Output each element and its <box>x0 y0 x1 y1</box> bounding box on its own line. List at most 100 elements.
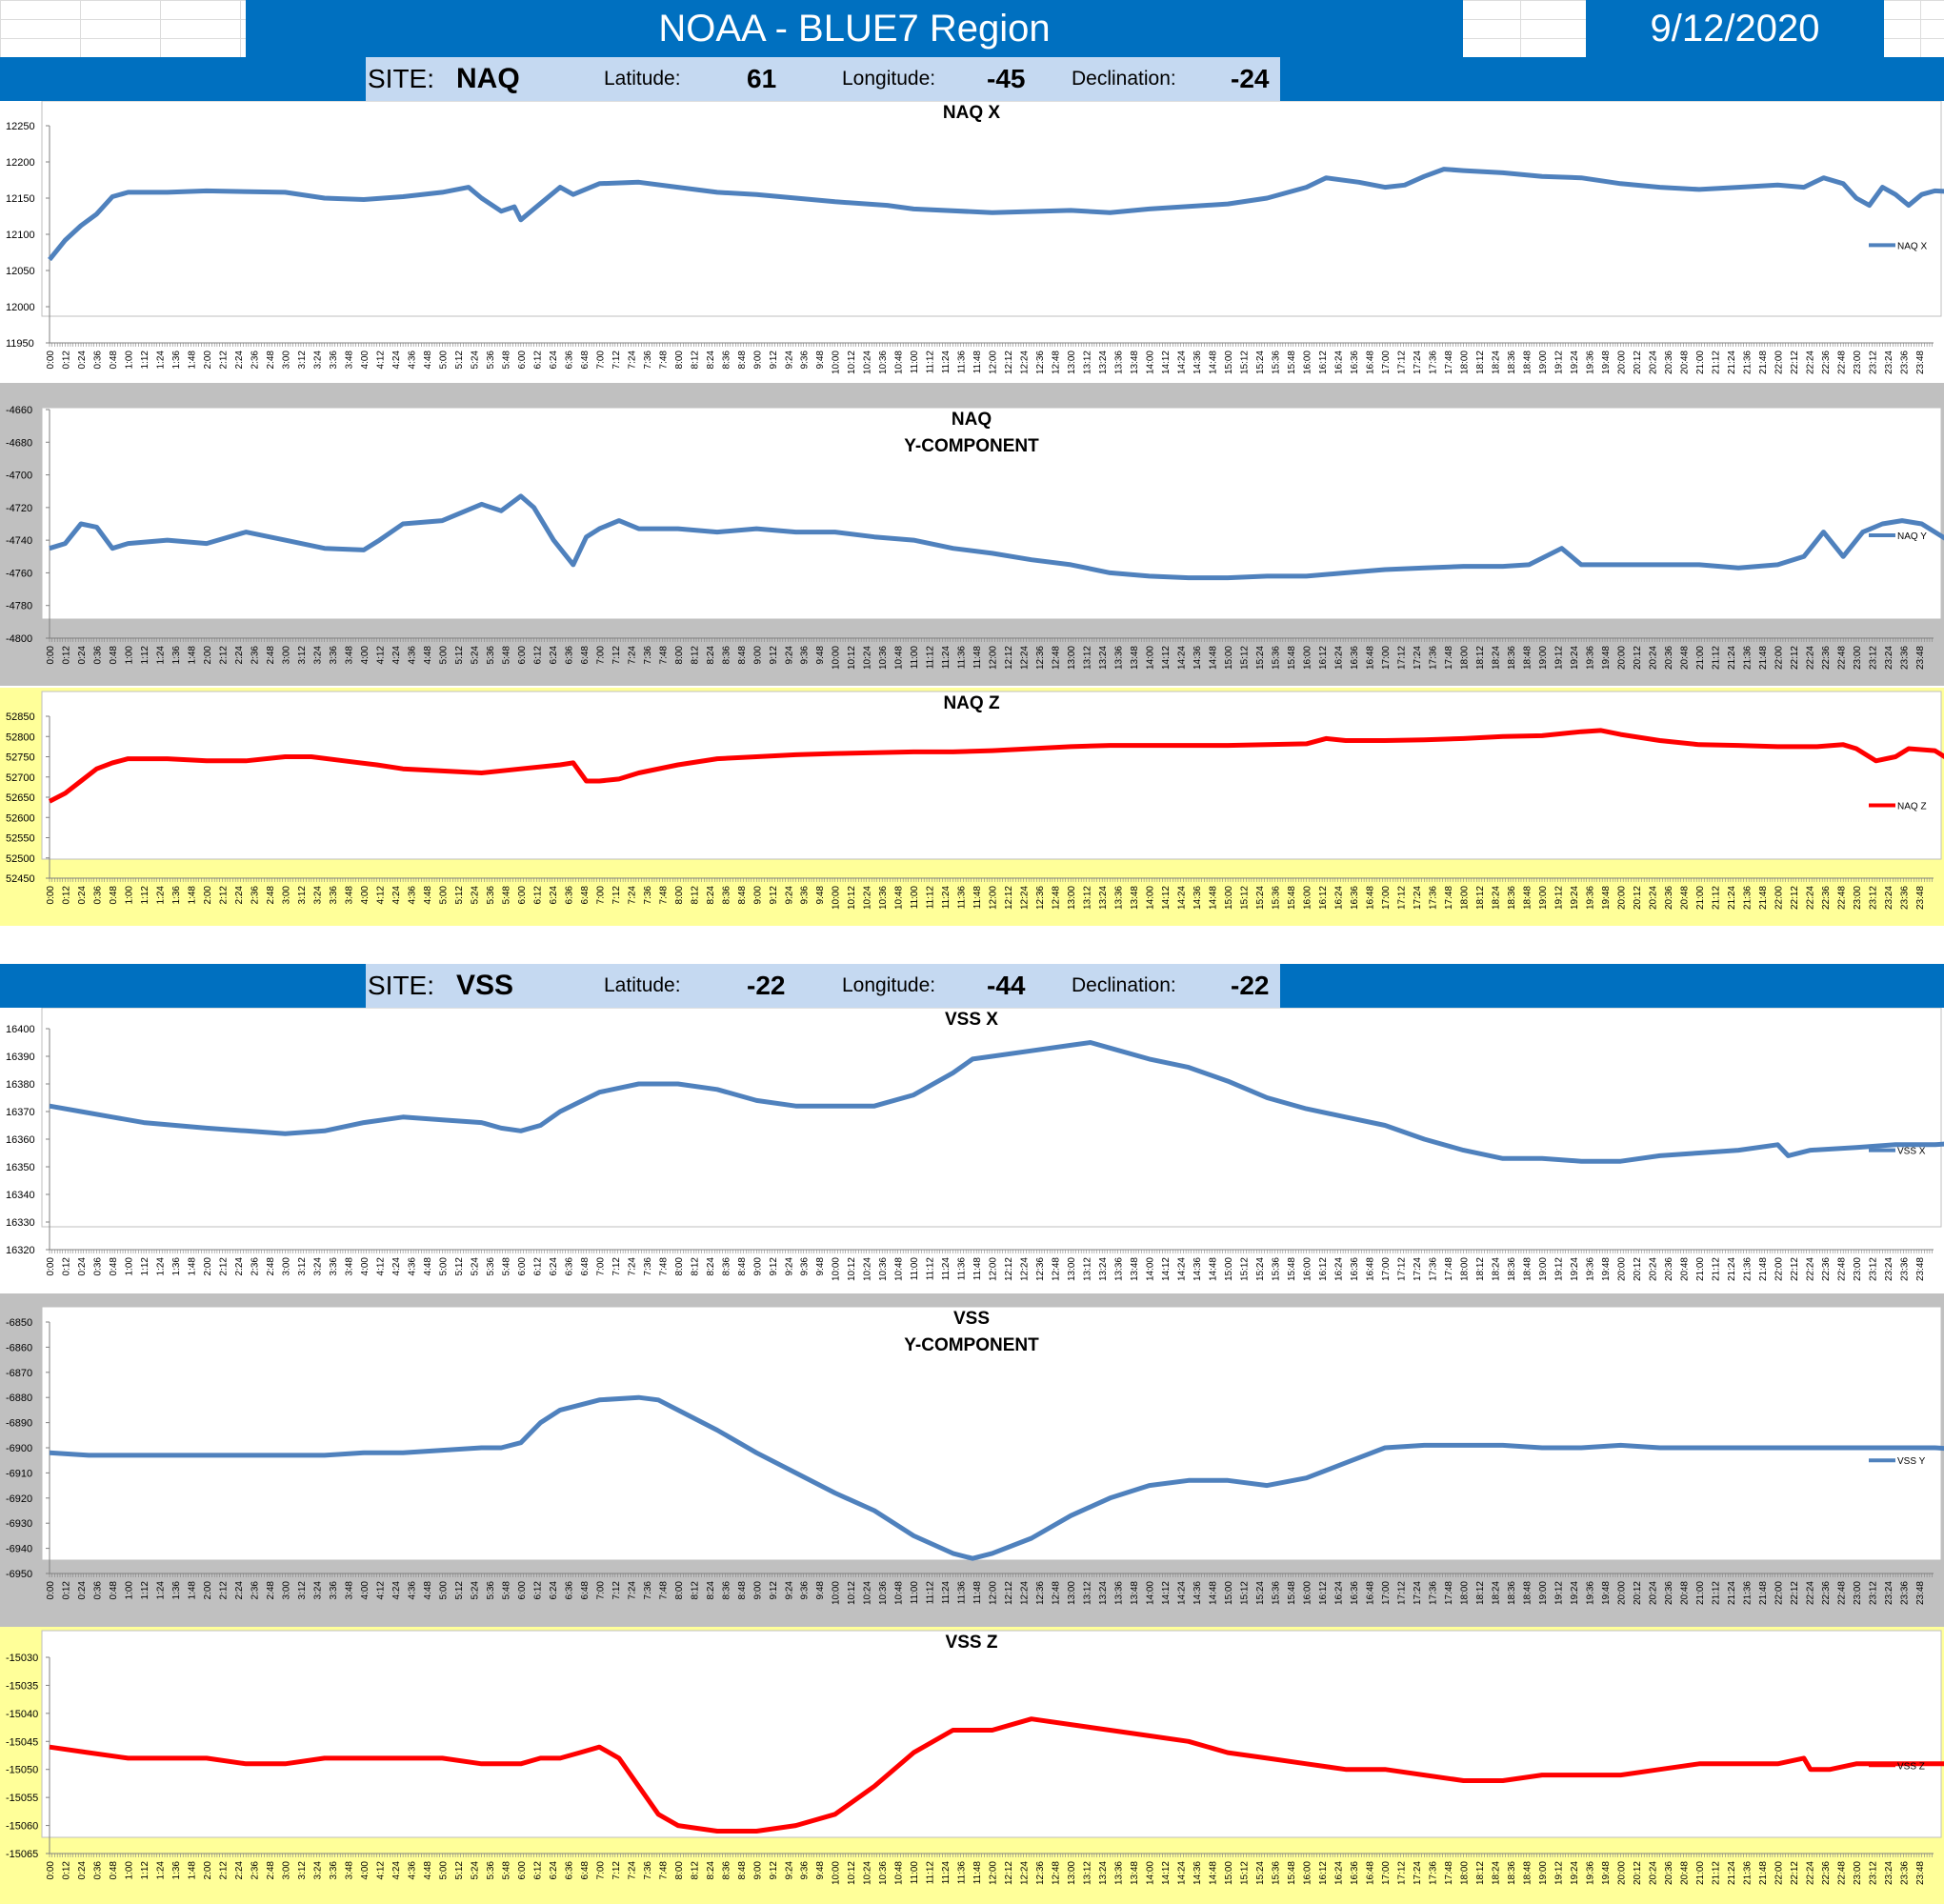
x-tick-label: 10:48 <box>894 646 905 670</box>
chart-vss-y: -6950 -6940 -6930 -6920 -6910 -6900 -6890 -6880… <box>0 1293 1944 1627</box>
x-tick-label: 18:48 <box>1523 886 1533 910</box>
x-tick-label: 22:00 <box>1774 351 1784 374</box>
x-tick-label: 21:36 <box>1742 646 1753 670</box>
x-tick-label: 6:36 <box>564 1581 574 1600</box>
x-tick-label: 8:48 <box>737 646 748 665</box>
x-tick-label: 12:36 <box>1035 1581 1046 1605</box>
x-tick-label: 15:24 <box>1255 1581 1266 1605</box>
x-tick-label: 3:12 <box>297 1257 308 1276</box>
x-tick-label: 13:12 <box>1083 886 1093 910</box>
x-tick-label: 19:48 <box>1601 1257 1612 1281</box>
x-tick-label: 4:36 <box>407 1581 417 1600</box>
x-tick-label: 11:36 <box>957 1257 968 1281</box>
x-tick-label: 14:24 <box>1177 351 1188 374</box>
x-tick-label: 3:00 <box>281 351 291 370</box>
x-tick-label: 17:36 <box>1429 886 1439 910</box>
x-tick-label: 6:48 <box>580 646 591 665</box>
y-tick-label: -6860 <box>6 1342 32 1353</box>
x-tick-label: 0:24 <box>77 351 88 370</box>
x-tick-label: 21:36 <box>1742 1257 1753 1281</box>
x-tick-label: 10:48 <box>894 1861 905 1885</box>
x-tick-label: 17:36 <box>1429 1861 1439 1885</box>
x-tick-label: 13:24 <box>1098 646 1109 670</box>
series-line <box>48 728 1944 804</box>
x-tick-label: 17:48 <box>1444 886 1454 910</box>
x-tick-label: 17:12 <box>1397 646 1408 670</box>
x-tick-label: 14:12 <box>1161 646 1172 670</box>
x-tick-label: 15:24 <box>1255 351 1266 374</box>
x-tick-label: 1:12 <box>140 1861 150 1880</box>
x-tick-label: 2:48 <box>266 646 276 665</box>
x-tick-label: 17:12 <box>1397 1257 1408 1281</box>
x-tick-label: 11:12 <box>926 646 936 670</box>
x-tick-label: 5:24 <box>470 1861 480 1880</box>
report-title: NOAA - BLUE7 Region <box>246 0 1463 57</box>
x-tick-label: 15:24 <box>1255 1861 1266 1885</box>
y-tick-label: -4740 <box>6 535 32 547</box>
x-tick-label: 7:12 <box>611 886 622 905</box>
x-tick-label: 13:00 <box>1067 1581 1077 1605</box>
x-tick-label: 22:24 <box>1805 1861 1815 1885</box>
x-tick-label: 23:24 <box>1884 351 1894 374</box>
x-tick-label: 21:36 <box>1742 886 1753 910</box>
x-tick-label: 1:00 <box>124 1257 134 1276</box>
site-name: NAQ <box>456 63 520 94</box>
latitude-label: Latitude: <box>604 974 681 996</box>
x-tick-label: 19:00 <box>1538 646 1549 670</box>
x-tick-label: 7:24 <box>627 646 637 665</box>
x-tick-label: 4:12 <box>375 1581 386 1600</box>
x-tick-label: 14:12 <box>1161 1581 1172 1605</box>
x-tick-label: 22:12 <box>1790 886 1800 910</box>
x-tick-label: 20:00 <box>1616 1257 1627 1281</box>
x-tick-label: 13:36 <box>1114 1257 1125 1281</box>
x-tick-label: 20:48 <box>1679 351 1690 374</box>
x-tick-label: 8:24 <box>706 351 716 370</box>
x-tick-label: 16:24 <box>1334 351 1345 374</box>
x-tick-label: 1:48 <box>187 351 197 370</box>
x-tick-label: 0:24 <box>77 1861 88 1880</box>
x-tick-label: 16:00 <box>1303 351 1313 374</box>
x-tick-label: 13:36 <box>1114 1861 1125 1885</box>
plot-area <box>41 407 1942 620</box>
x-tick-label: 21:48 <box>1758 1861 1769 1885</box>
x-tick-label: 11:36 <box>957 1861 968 1885</box>
x-tick-label: 19:12 <box>1553 1257 1564 1281</box>
x-tick-label: 5:12 <box>454 646 465 665</box>
x-tick-label: 9:12 <box>769 886 779 905</box>
x-tick-label: 7:12 <box>611 1581 622 1600</box>
y-tick-label: -6850 <box>6 1317 32 1329</box>
x-tick-label: 9:24 <box>784 1861 794 1880</box>
x-tick-label: 17:12 <box>1397 1581 1408 1605</box>
x-tick-label: 20:12 <box>1633 351 1643 374</box>
x-tick-label: 6:36 <box>564 1257 574 1276</box>
x-tick-label: 5:48 <box>501 1581 511 1600</box>
declination-value: -24 <box>1231 64 1270 93</box>
x-tick-label: 14:48 <box>1209 1257 1219 1281</box>
x-tick-label: 23:48 <box>1915 351 1926 374</box>
x-tick-label: 14:24 <box>1177 646 1188 670</box>
x-tick-label: 14:12 <box>1161 1861 1172 1885</box>
site-info-vss: SITE: VSS Latitude: -22 Longitude: -44 D… <box>366 964 1280 1008</box>
x-tick-label: 11:00 <box>910 1581 920 1605</box>
x-tick-label: 17:24 <box>1413 1861 1423 1885</box>
x-tick-label: 13:36 <box>1114 351 1125 374</box>
x-tick-label: 16:48 <box>1366 351 1376 374</box>
x-tick-label: 16:48 <box>1366 1861 1376 1885</box>
x-tick-label: 6:24 <box>549 351 559 370</box>
x-tick-label: 6:24 <box>549 886 559 905</box>
y-tick-label: 12000 <box>6 302 35 313</box>
latitude-label: Latitude: <box>604 68 681 90</box>
x-tick-label: 3:24 <box>312 646 323 665</box>
x-tick-label: 11:24 <box>941 646 952 670</box>
x-tick-label: 22:12 <box>1790 646 1800 670</box>
x-tick-label: 22:36 <box>1821 351 1832 374</box>
x-tick-label: 3:00 <box>281 1581 291 1600</box>
x-tick-label: 22:36 <box>1821 646 1832 670</box>
legend-label: VSS X <box>1897 1147 1926 1157</box>
x-tick-label: 7:00 <box>595 351 606 370</box>
x-tick-label: 8:36 <box>721 1861 732 1880</box>
x-tick-label: 18:36 <box>1507 886 1517 910</box>
x-tick-label: 10:00 <box>832 1861 842 1885</box>
x-tick-label: 16:36 <box>1350 886 1360 910</box>
x-tick-label: 22:00 <box>1774 1581 1784 1605</box>
